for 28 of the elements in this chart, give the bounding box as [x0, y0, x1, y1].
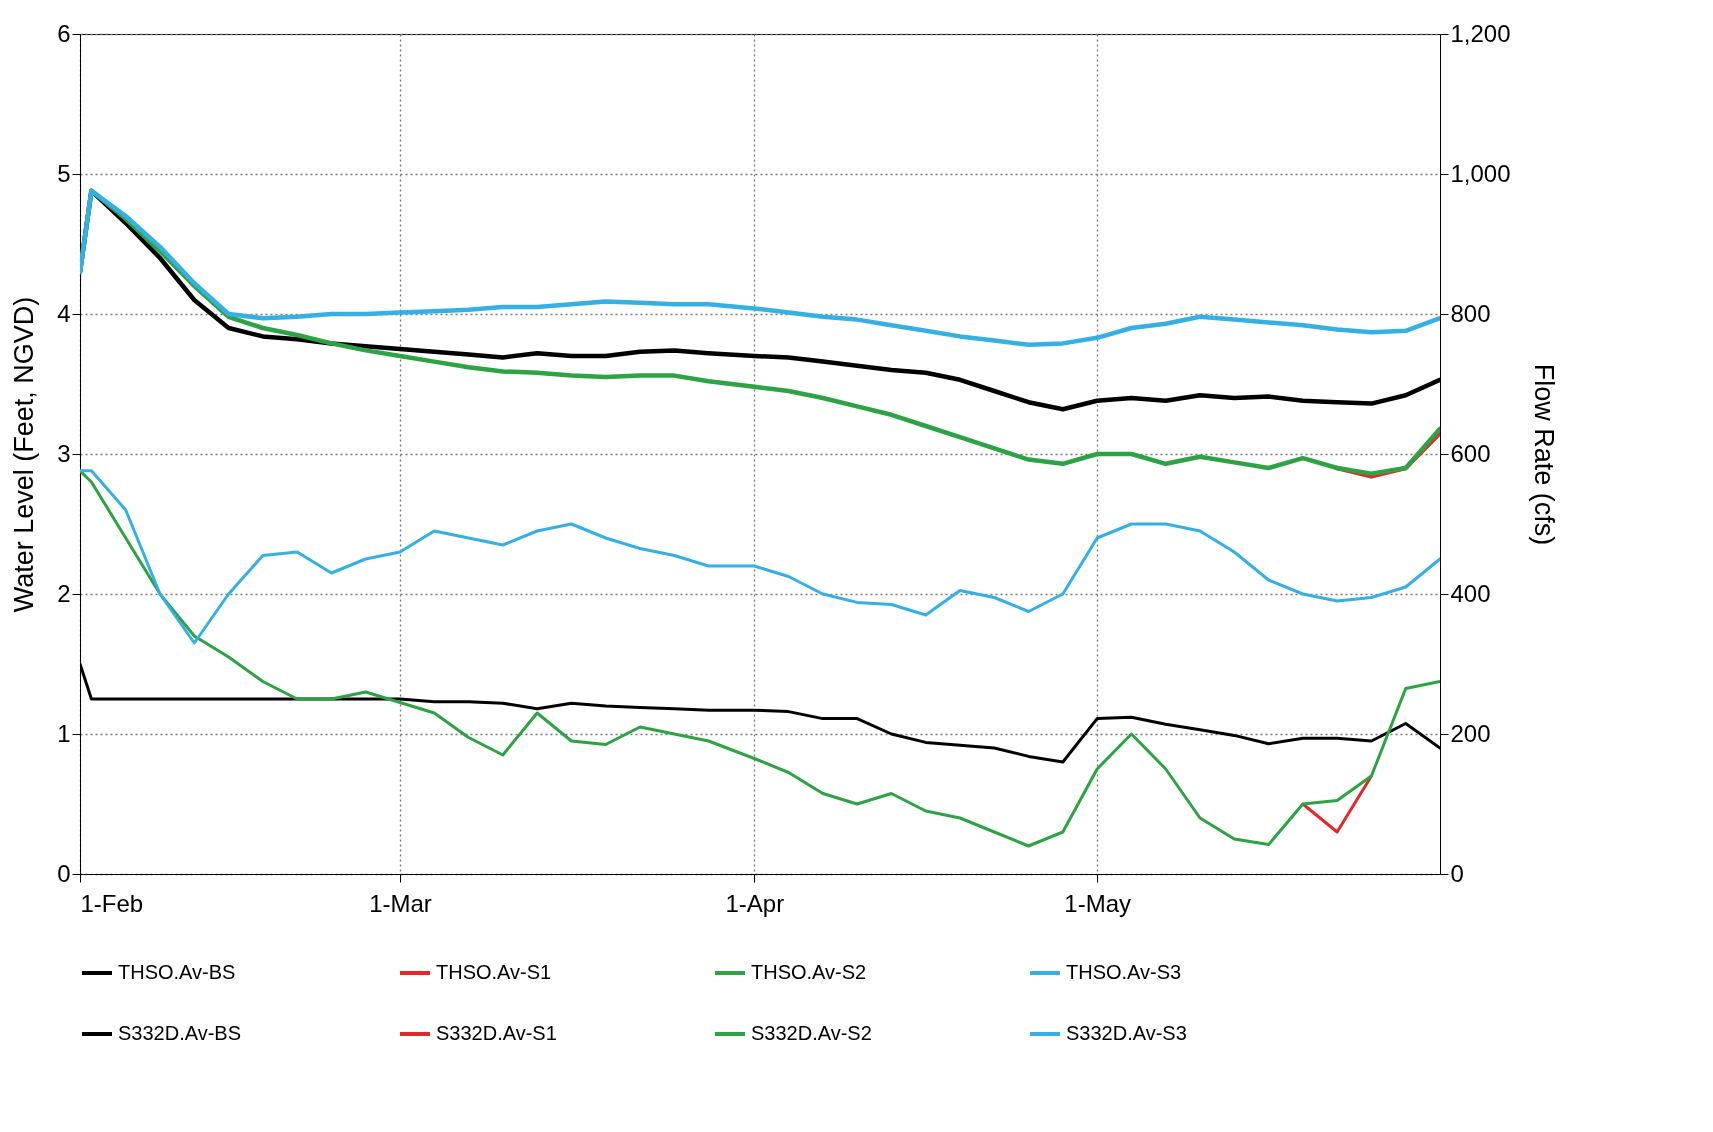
- y-tick-label: 1: [57, 719, 71, 747]
- y-axis-title: Water Level (Feet, NGVD): [9, 296, 40, 613]
- legend-label: THSO.Av-BS: [118, 961, 236, 983]
- legend-label: S332D.Av-S3: [1066, 1022, 1187, 1044]
- x-tick-label: 1-May: [1064, 889, 1131, 917]
- y-tick-label: 3: [57, 439, 71, 467]
- y2-tick-label: 1,000: [1450, 159, 1511, 187]
- x-tick-label: 1-Mar: [369, 889, 432, 917]
- legend-label: S332D.Av-S1: [436, 1022, 557, 1044]
- legend-label: S332D.Av-BS: [118, 1022, 242, 1044]
- legend-label: S332D.Av-S2: [751, 1022, 872, 1044]
- legend-label: THSO.Av-S1: [436, 961, 552, 983]
- y-tick-label: 0: [57, 859, 71, 887]
- y2-tick-label: 800: [1450, 299, 1491, 327]
- legend-label: THSO.Av-S2: [751, 961, 867, 983]
- y2-tick-label: 600: [1450, 439, 1491, 467]
- legend-label: THSO.Av-S3: [1066, 961, 1182, 983]
- y-tick-label: 5: [57, 159, 71, 187]
- x-tick-label: 1-Apr: [725, 889, 785, 917]
- y-tick-label: 4: [57, 299, 71, 327]
- y2-axis-title: Flow Rate (cfs): [1528, 363, 1559, 546]
- y2-tick-label: 200: [1450, 719, 1491, 747]
- y2-tick-label: 0: [1450, 859, 1464, 887]
- y2-tick-label: 400: [1450, 579, 1491, 607]
- y-tick-label: 2: [57, 579, 71, 607]
- y-tick-label: 6: [57, 19, 71, 47]
- x-tick-label: 1-Feb: [80, 889, 144, 917]
- y2-tick-label: 1,200: [1450, 19, 1511, 47]
